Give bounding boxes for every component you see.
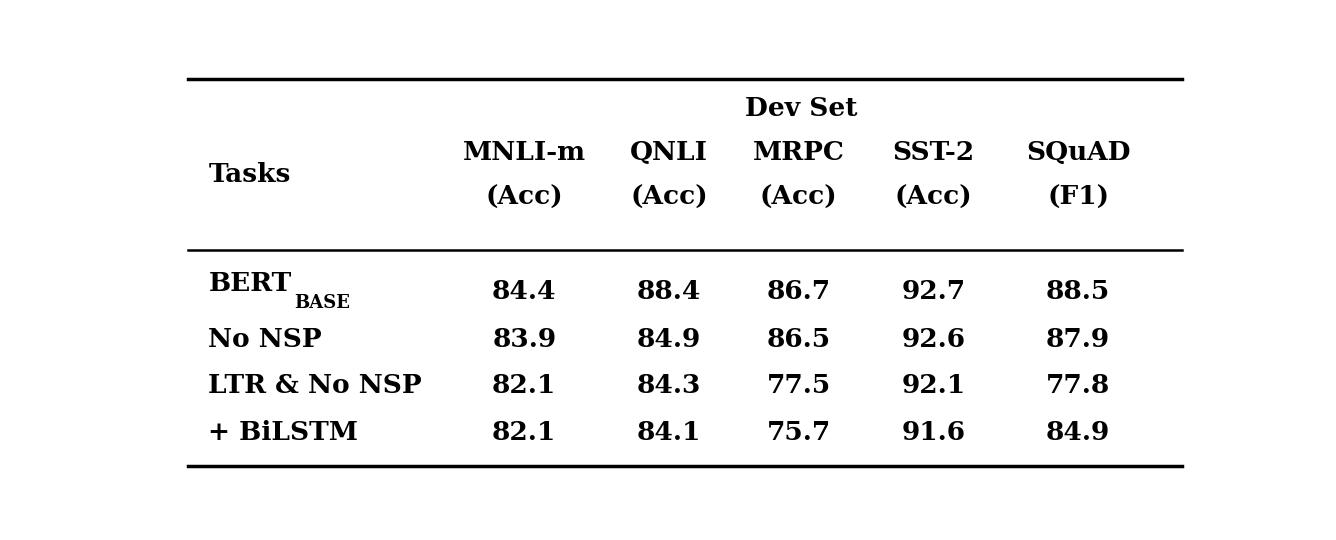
Text: (F1): (F1) bbox=[1047, 185, 1109, 211]
Text: 88.5: 88.5 bbox=[1046, 279, 1110, 304]
Text: 87.9: 87.9 bbox=[1046, 327, 1110, 352]
Text: (Acc): (Acc) bbox=[631, 185, 708, 211]
Text: MNLI-m: MNLI-m bbox=[462, 140, 585, 165]
Text: Tasks: Tasks bbox=[208, 163, 291, 187]
Text: 84.9: 84.9 bbox=[1046, 420, 1110, 445]
Text: BERT: BERT bbox=[208, 272, 291, 296]
Text: BASE: BASE bbox=[294, 294, 350, 312]
Text: 84.9: 84.9 bbox=[637, 327, 701, 352]
Text: LTR & No NSP: LTR & No NSP bbox=[208, 373, 422, 399]
Text: 82.1: 82.1 bbox=[492, 373, 556, 399]
Text: QNLI: QNLI bbox=[631, 140, 708, 165]
Text: 92.7: 92.7 bbox=[902, 279, 965, 304]
Text: 92.1: 92.1 bbox=[902, 373, 965, 399]
Text: 86.7: 86.7 bbox=[767, 279, 831, 304]
Text: 82.1: 82.1 bbox=[492, 420, 556, 445]
Text: 75.7: 75.7 bbox=[767, 420, 831, 445]
Text: 83.9: 83.9 bbox=[492, 327, 556, 352]
Text: (Acc): (Acc) bbox=[894, 185, 973, 211]
Text: (Acc): (Acc) bbox=[760, 185, 838, 211]
Text: SST-2: SST-2 bbox=[892, 140, 974, 165]
Text: 77.8: 77.8 bbox=[1046, 373, 1110, 399]
Text: 84.3: 84.3 bbox=[637, 373, 701, 399]
Text: No NSP: No NSP bbox=[208, 327, 322, 352]
Text: 92.6: 92.6 bbox=[902, 327, 965, 352]
Text: MRPC: MRPC bbox=[752, 140, 844, 165]
Text: 88.4: 88.4 bbox=[637, 279, 701, 304]
Text: 77.5: 77.5 bbox=[767, 373, 831, 399]
Text: + BiLSTM: + BiLSTM bbox=[208, 420, 358, 445]
Text: 86.5: 86.5 bbox=[767, 327, 831, 352]
Text: (Acc): (Acc) bbox=[485, 185, 562, 211]
Text: 84.1: 84.1 bbox=[637, 420, 701, 445]
Text: 84.4: 84.4 bbox=[492, 279, 557, 304]
Text: SQuAD: SQuAD bbox=[1026, 140, 1130, 165]
Text: Dev Set: Dev Set bbox=[745, 96, 858, 121]
Text: 91.6: 91.6 bbox=[902, 420, 965, 445]
